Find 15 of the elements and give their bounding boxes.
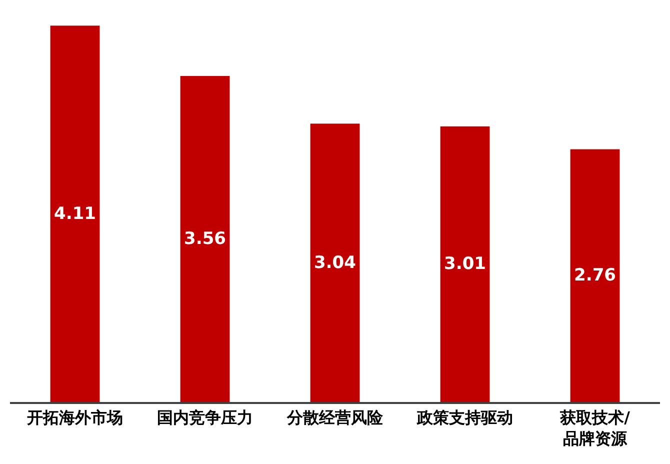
- x-tick-label: 政策支持驱动: [416, 408, 513, 427]
- data-label: 3.01: [444, 254, 486, 274]
- bar: [570, 149, 620, 402]
- data-label: 2.76: [574, 266, 616, 286]
- bar: [50, 26, 100, 402]
- bar: [440, 126, 490, 402]
- data-label: 3.56: [184, 229, 226, 250]
- x-tick-label: 分散经营风险: [286, 408, 384, 427]
- data-label: 4.11: [54, 204, 96, 224]
- x-tick-label: 国内竞争压力: [157, 408, 253, 427]
- x-tick-label: 获取技术/ 品牌资源: [559, 408, 630, 448]
- data-label: 3.04: [314, 252, 356, 273]
- bar: [310, 124, 360, 402]
- x-tick-label: 开拓海外市场: [26, 408, 123, 427]
- bar: [180, 76, 230, 402]
